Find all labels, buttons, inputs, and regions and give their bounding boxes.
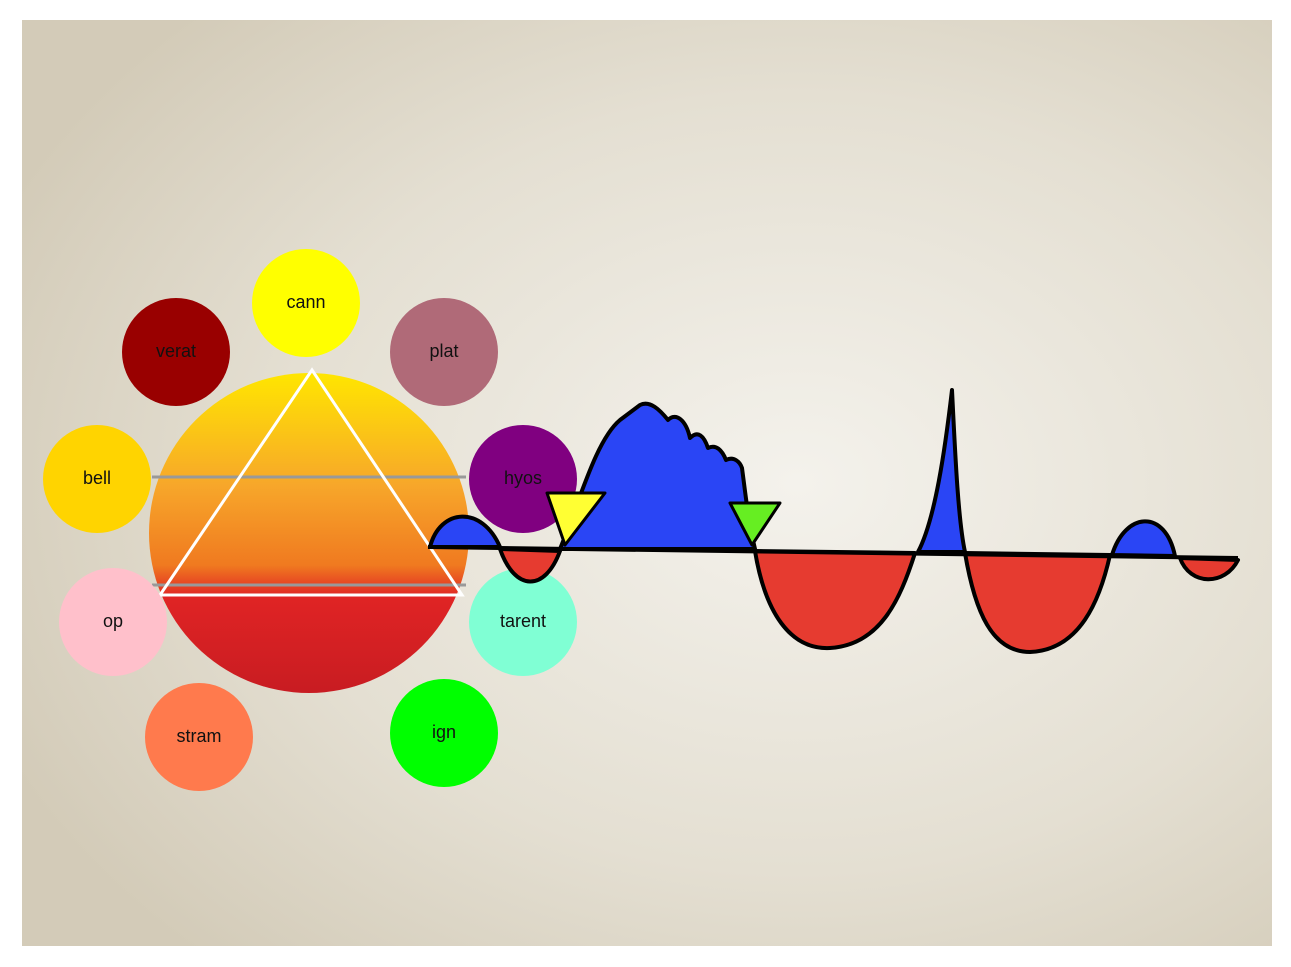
node-circle: [43, 425, 151, 533]
positive-lobe: [558, 401, 757, 551]
node-label: stram: [177, 726, 222, 746]
node-label: cann: [286, 292, 325, 312]
node-label: op: [103, 611, 123, 631]
gradient-circle: [149, 373, 469, 693]
triangle: [157, 367, 465, 597]
spike: [916, 388, 967, 554]
node-label: plat: [429, 341, 458, 361]
green-marker: [728, 501, 782, 547]
node-circle: [390, 679, 498, 787]
baseline: [427, 545, 1239, 560]
node-circle: [469, 568, 577, 676]
yellow-marker: [545, 491, 607, 547]
node-circle: [390, 298, 498, 406]
positive-lobe: [428, 514, 502, 549]
node-label: verat: [156, 341, 196, 361]
node-label: hyos: [504, 468, 542, 488]
negative-lobe: [753, 549, 917, 651]
node-circle: [145, 683, 253, 791]
positive-lobe: [1110, 519, 1177, 558]
wave: [427, 388, 1240, 654]
node-label: bell: [83, 468, 111, 488]
negative-lobe: [1178, 556, 1240, 582]
negative-lobe: [963, 551, 1112, 654]
node-circle: [59, 568, 167, 676]
node-label: ign: [432, 722, 456, 742]
node-circle: [122, 298, 230, 406]
node-group: cann verat plat bell hyos op tarent stram ign: [43, 249, 577, 791]
node-circle: [252, 249, 360, 357]
negative-lobe: [498, 547, 562, 584]
node-label: tarent: [500, 611, 546, 631]
